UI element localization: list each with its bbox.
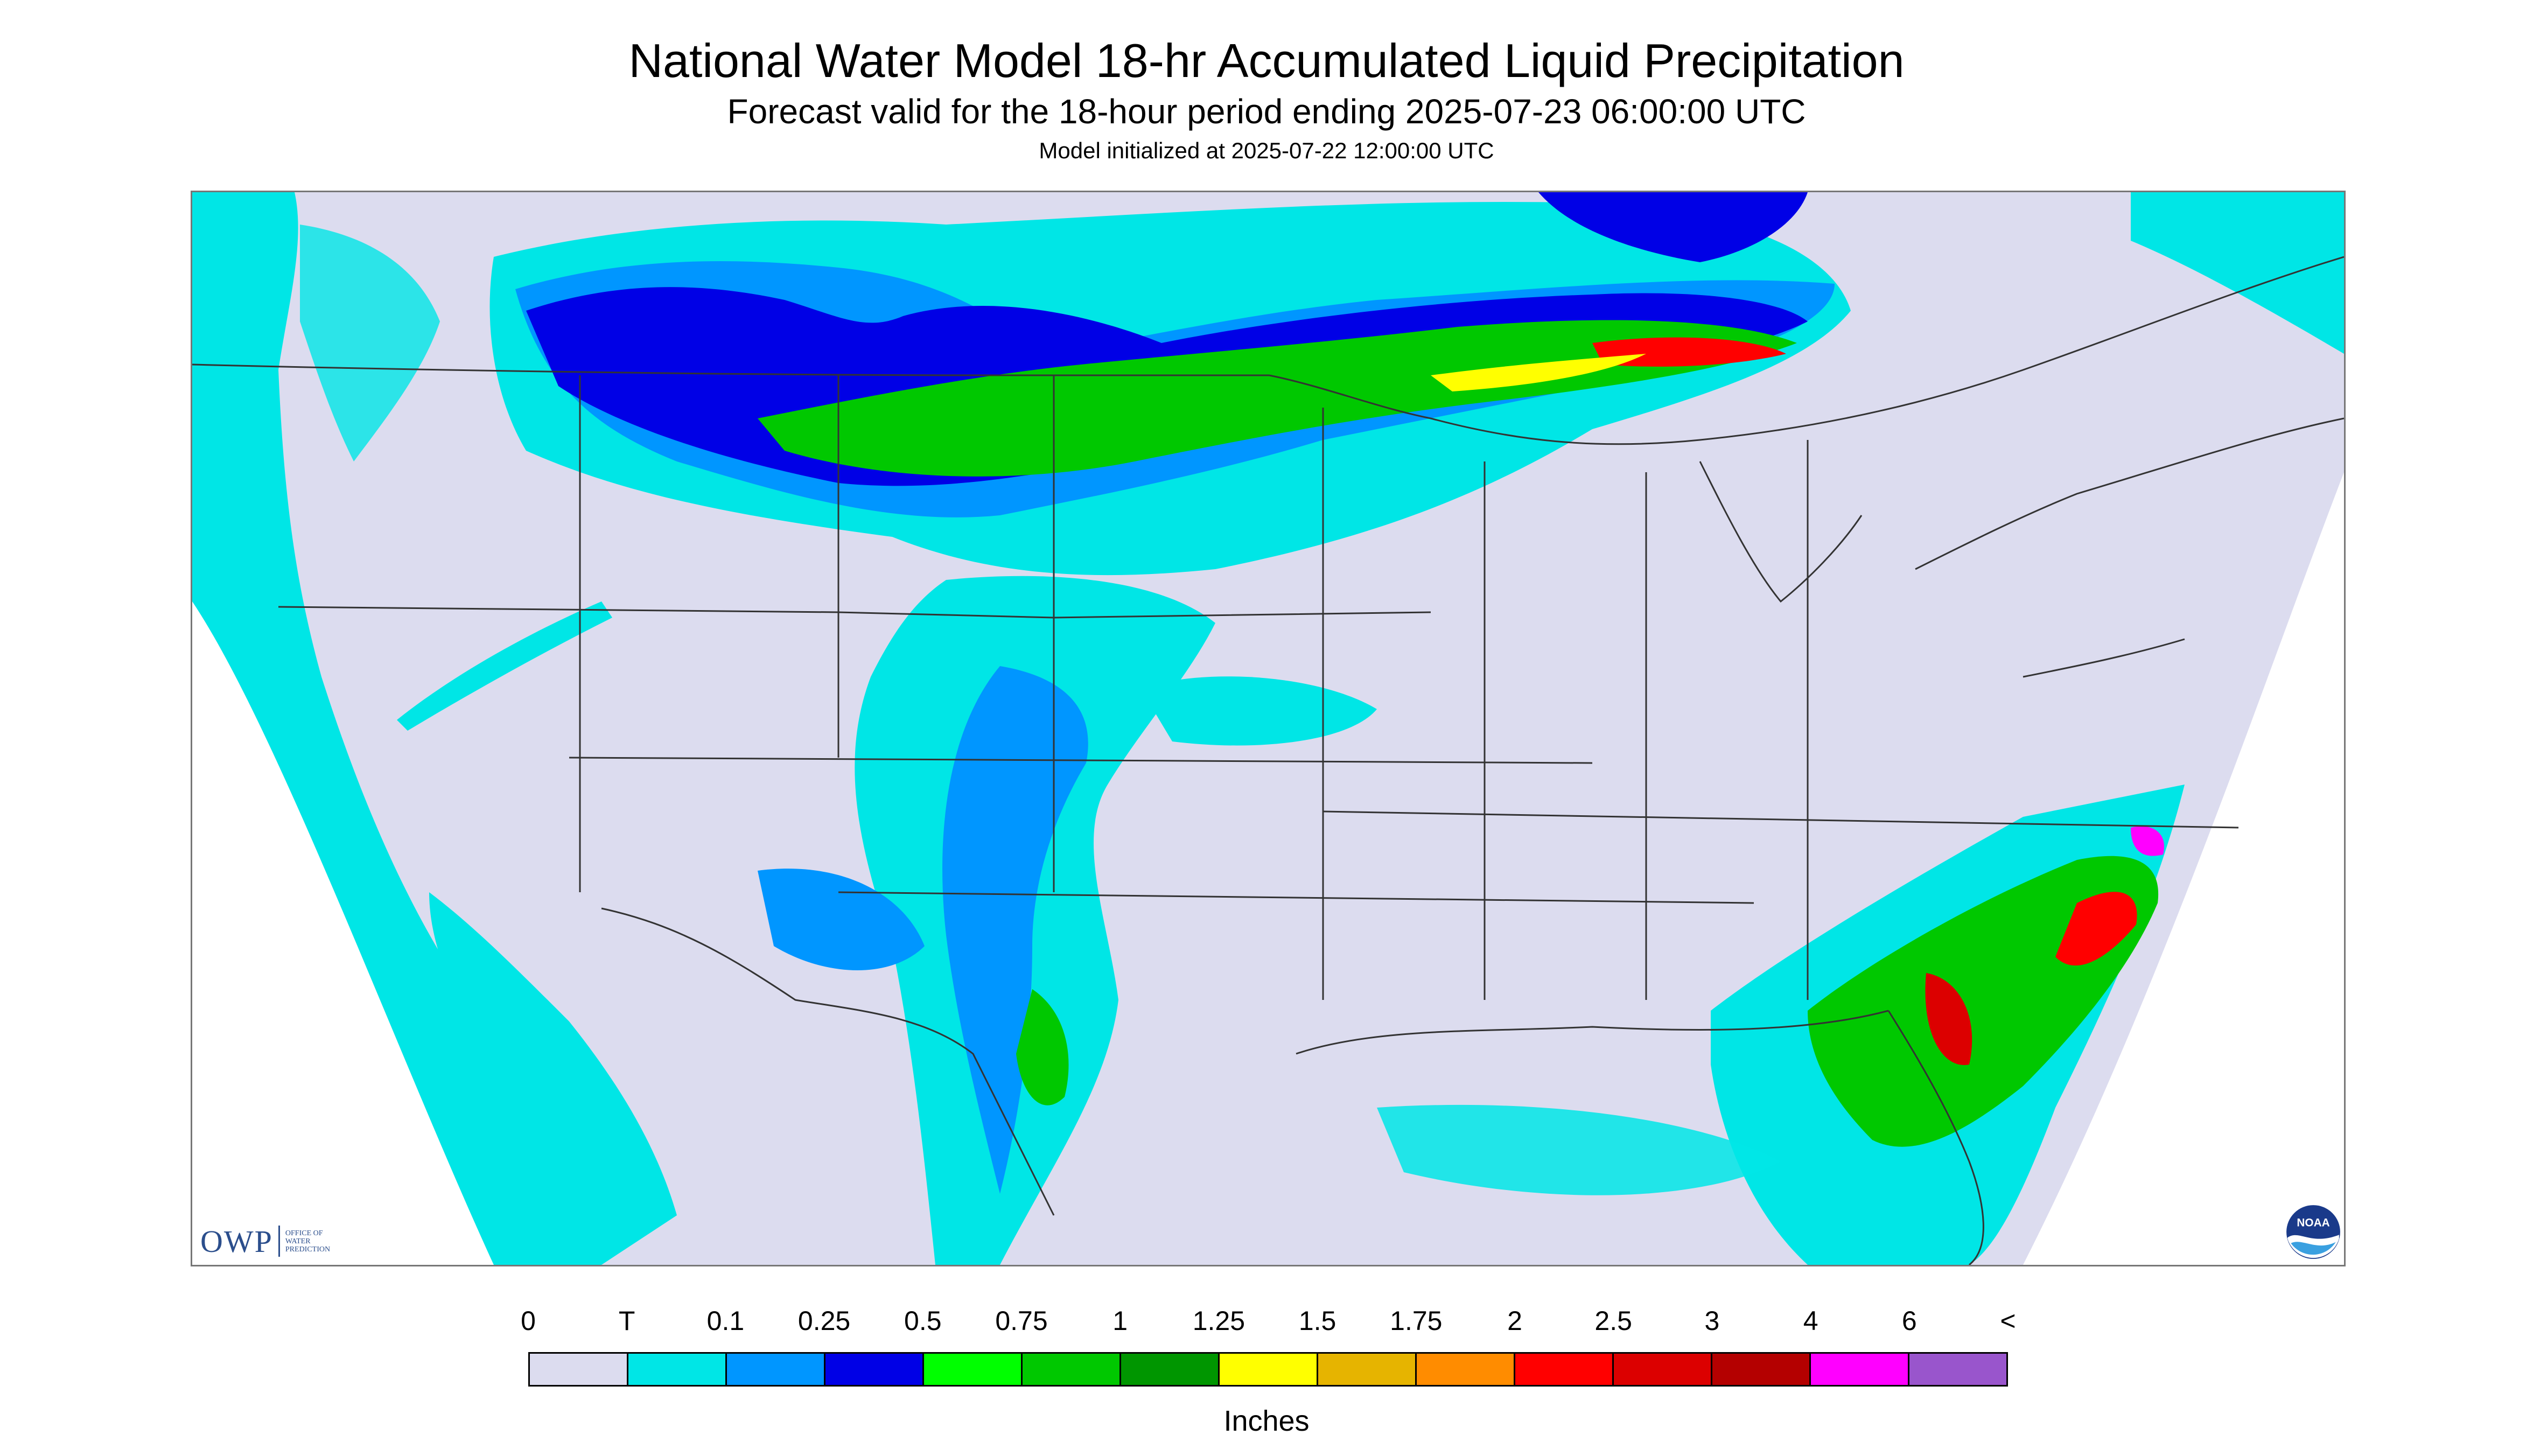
legend-swatch: [1417, 1354, 1515, 1385]
legend-label: 3: [1704, 1306, 1720, 1336]
monsoon-plume-precip: [855, 576, 1215, 1265]
legend-label: 1.25: [1192, 1306, 1245, 1336]
legend-label: 1.5: [1298, 1306, 1337, 1336]
legend-label: 1: [1112, 1306, 1128, 1336]
northern-band-yellow: [1431, 354, 1646, 391]
legend-label: 0.1: [706, 1306, 745, 1336]
legend-swatch: [727, 1354, 825, 1385]
owp-logo-separator: [278, 1226, 280, 1257]
legend-label: 1.75: [1390, 1306, 1443, 1336]
legend-swatch: [1712, 1354, 1811, 1385]
map-title: National Water Model 18-hr Accumulated L…: [628, 34, 1905, 87]
ne-corner-precip: [2131, 192, 2344, 354]
carolina-magenta: [2131, 826, 2164, 856]
owp-logo: OWP OFFICE OF WATER PREDICTION: [200, 1222, 330, 1260]
legend-swatch: [1515, 1354, 1614, 1385]
legend-swatch: [1121, 1354, 1220, 1385]
state-borders: [192, 256, 2344, 1265]
legend-swatch: [825, 1354, 924, 1385]
nw-streak-precip: [397, 601, 612, 731]
legend-swatch: [530, 1354, 628, 1385]
canada-top-precip: [1538, 192, 1808, 262]
nw-scattered-precip: [300, 225, 440, 461]
owp-logo-small-text: OFFICE OF WATER PREDICTION: [285, 1229, 331, 1254]
northern-band-red: [1592, 337, 1786, 367]
monsoon-plume-heavy: [1016, 989, 1069, 1105]
legend-label: 0.75: [995, 1306, 1048, 1336]
legend-swatch: [1220, 1354, 1318, 1385]
legend-label: 0.25: [797, 1306, 851, 1336]
legend-label: 2.5: [1594, 1306, 1632, 1336]
map-subtitle: Forecast valid for the 18-hour period en…: [727, 92, 1806, 131]
legend-label: 2: [1507, 1306, 1522, 1336]
legend-swatch: [628, 1354, 727, 1385]
plains-precip: [1140, 676, 1377, 746]
sw-scattered-precip: [758, 869, 925, 970]
west-coast-precip: [192, 192, 601, 1265]
northern-band-green: [758, 320, 1797, 477]
legend-swatch: [1614, 1354, 1712, 1385]
model-init-time: Model initialized at 2025-07-22 12:00:00…: [1039, 138, 1494, 163]
baja-precip: [429, 892, 677, 1265]
precipitation-map[interactable]: [191, 191, 2346, 1266]
legend-label: 0: [521, 1306, 536, 1336]
legend-swatch: [1811, 1354, 1909, 1385]
owp-logo-text: OWP: [200, 1223, 273, 1259]
southeast-red: [2055, 892, 2137, 966]
noaa-logo-icon: NOAA: [2286, 1205, 2340, 1259]
legend-label: 0.5: [904, 1306, 942, 1336]
legend-labels: 0 T 0.1 0.25 0.5 0.75 1 1.25 1.5 1.75 2 2.5 3 4 6 <: [0, 1305, 2533, 1338]
svg-text:NOAA: NOAA: [2297, 1217, 2329, 1229]
legend-swatch: [1909, 1354, 2006, 1385]
legend-colorbar: [528, 1352, 2008, 1387]
legend-label: T: [618, 1306, 635, 1336]
monsoon-plume-mid: [942, 666, 1088, 1194]
legend-units: Inches: [1223, 1405, 1310, 1437]
legend-label: 6: [1901, 1306, 1917, 1336]
legend-label: 4: [1803, 1306, 1818, 1336]
florida-red: [1925, 973, 1972, 1065]
legend-swatch: [924, 1354, 1023, 1385]
legend-swatch: [1318, 1354, 1417, 1385]
gulf-scattered-precip: [1377, 1104, 1781, 1195]
legend-label: <: [2000, 1306, 2016, 1336]
legend-swatch: [1023, 1354, 1121, 1385]
